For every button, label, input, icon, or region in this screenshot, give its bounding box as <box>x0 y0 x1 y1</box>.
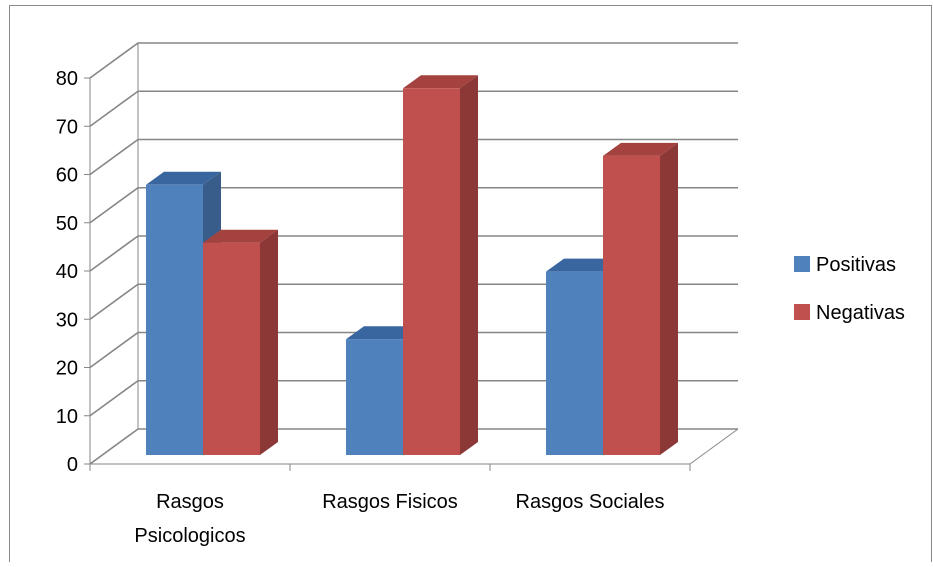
bar-top-face <box>146 171 221 185</box>
x-tick-label: Psicologicos <box>134 525 245 547</box>
bar-positivas <box>346 339 403 455</box>
bar-negativas <box>603 155 660 455</box>
legend-swatch <box>794 256 810 272</box>
x-tick-label: Rasgos Sociales <box>516 491 665 513</box>
bar-top-face <box>346 326 421 340</box>
y-tick-label: 30 <box>56 309 78 331</box>
y-tick-label: 70 <box>56 116 78 138</box>
x-axis-tick-labels: Rasgos Psicologicos Rasgos Fisicos Rasgos S… <box>134 491 664 547</box>
x-tick-label: Rasgos Fisicos <box>322 491 458 513</box>
bar-top-face <box>603 142 678 156</box>
legend-label: Negativas <box>816 302 905 324</box>
y-tick-label: 10 <box>56 406 78 428</box>
x-tick-label: Rasgos <box>156 491 224 513</box>
axes <box>84 43 739 471</box>
bar-side-face <box>660 142 678 455</box>
bar-top-face <box>203 229 278 243</box>
bars <box>146 75 678 456</box>
bar-top-face <box>546 258 621 272</box>
bar-top-face <box>403 75 478 89</box>
bar-negativas <box>203 242 260 455</box>
bar-positivas <box>146 184 203 456</box>
bar-side-face <box>460 75 478 456</box>
y-tick-label: 0 <box>67 454 78 476</box>
y-tick-label: 60 <box>56 165 78 187</box>
legend: Positivas Negativas <box>794 254 905 324</box>
floor-edge <box>689 428 739 465</box>
y-tick-label: 80 <box>56 68 78 90</box>
legend-swatch <box>794 304 810 320</box>
bar-negativas <box>403 88 460 456</box>
bar-side-face <box>260 229 278 455</box>
bar-positivas <box>546 271 603 455</box>
legend-label: Positivas <box>816 254 896 276</box>
y-tick-label: 20 <box>56 358 78 380</box>
y-tick-label: 50 <box>56 213 78 235</box>
y-axis-tick-labels: 0 10 20 30 40 50 60 70 80 <box>56 68 78 476</box>
y-tick-label: 40 <box>56 261 78 283</box>
